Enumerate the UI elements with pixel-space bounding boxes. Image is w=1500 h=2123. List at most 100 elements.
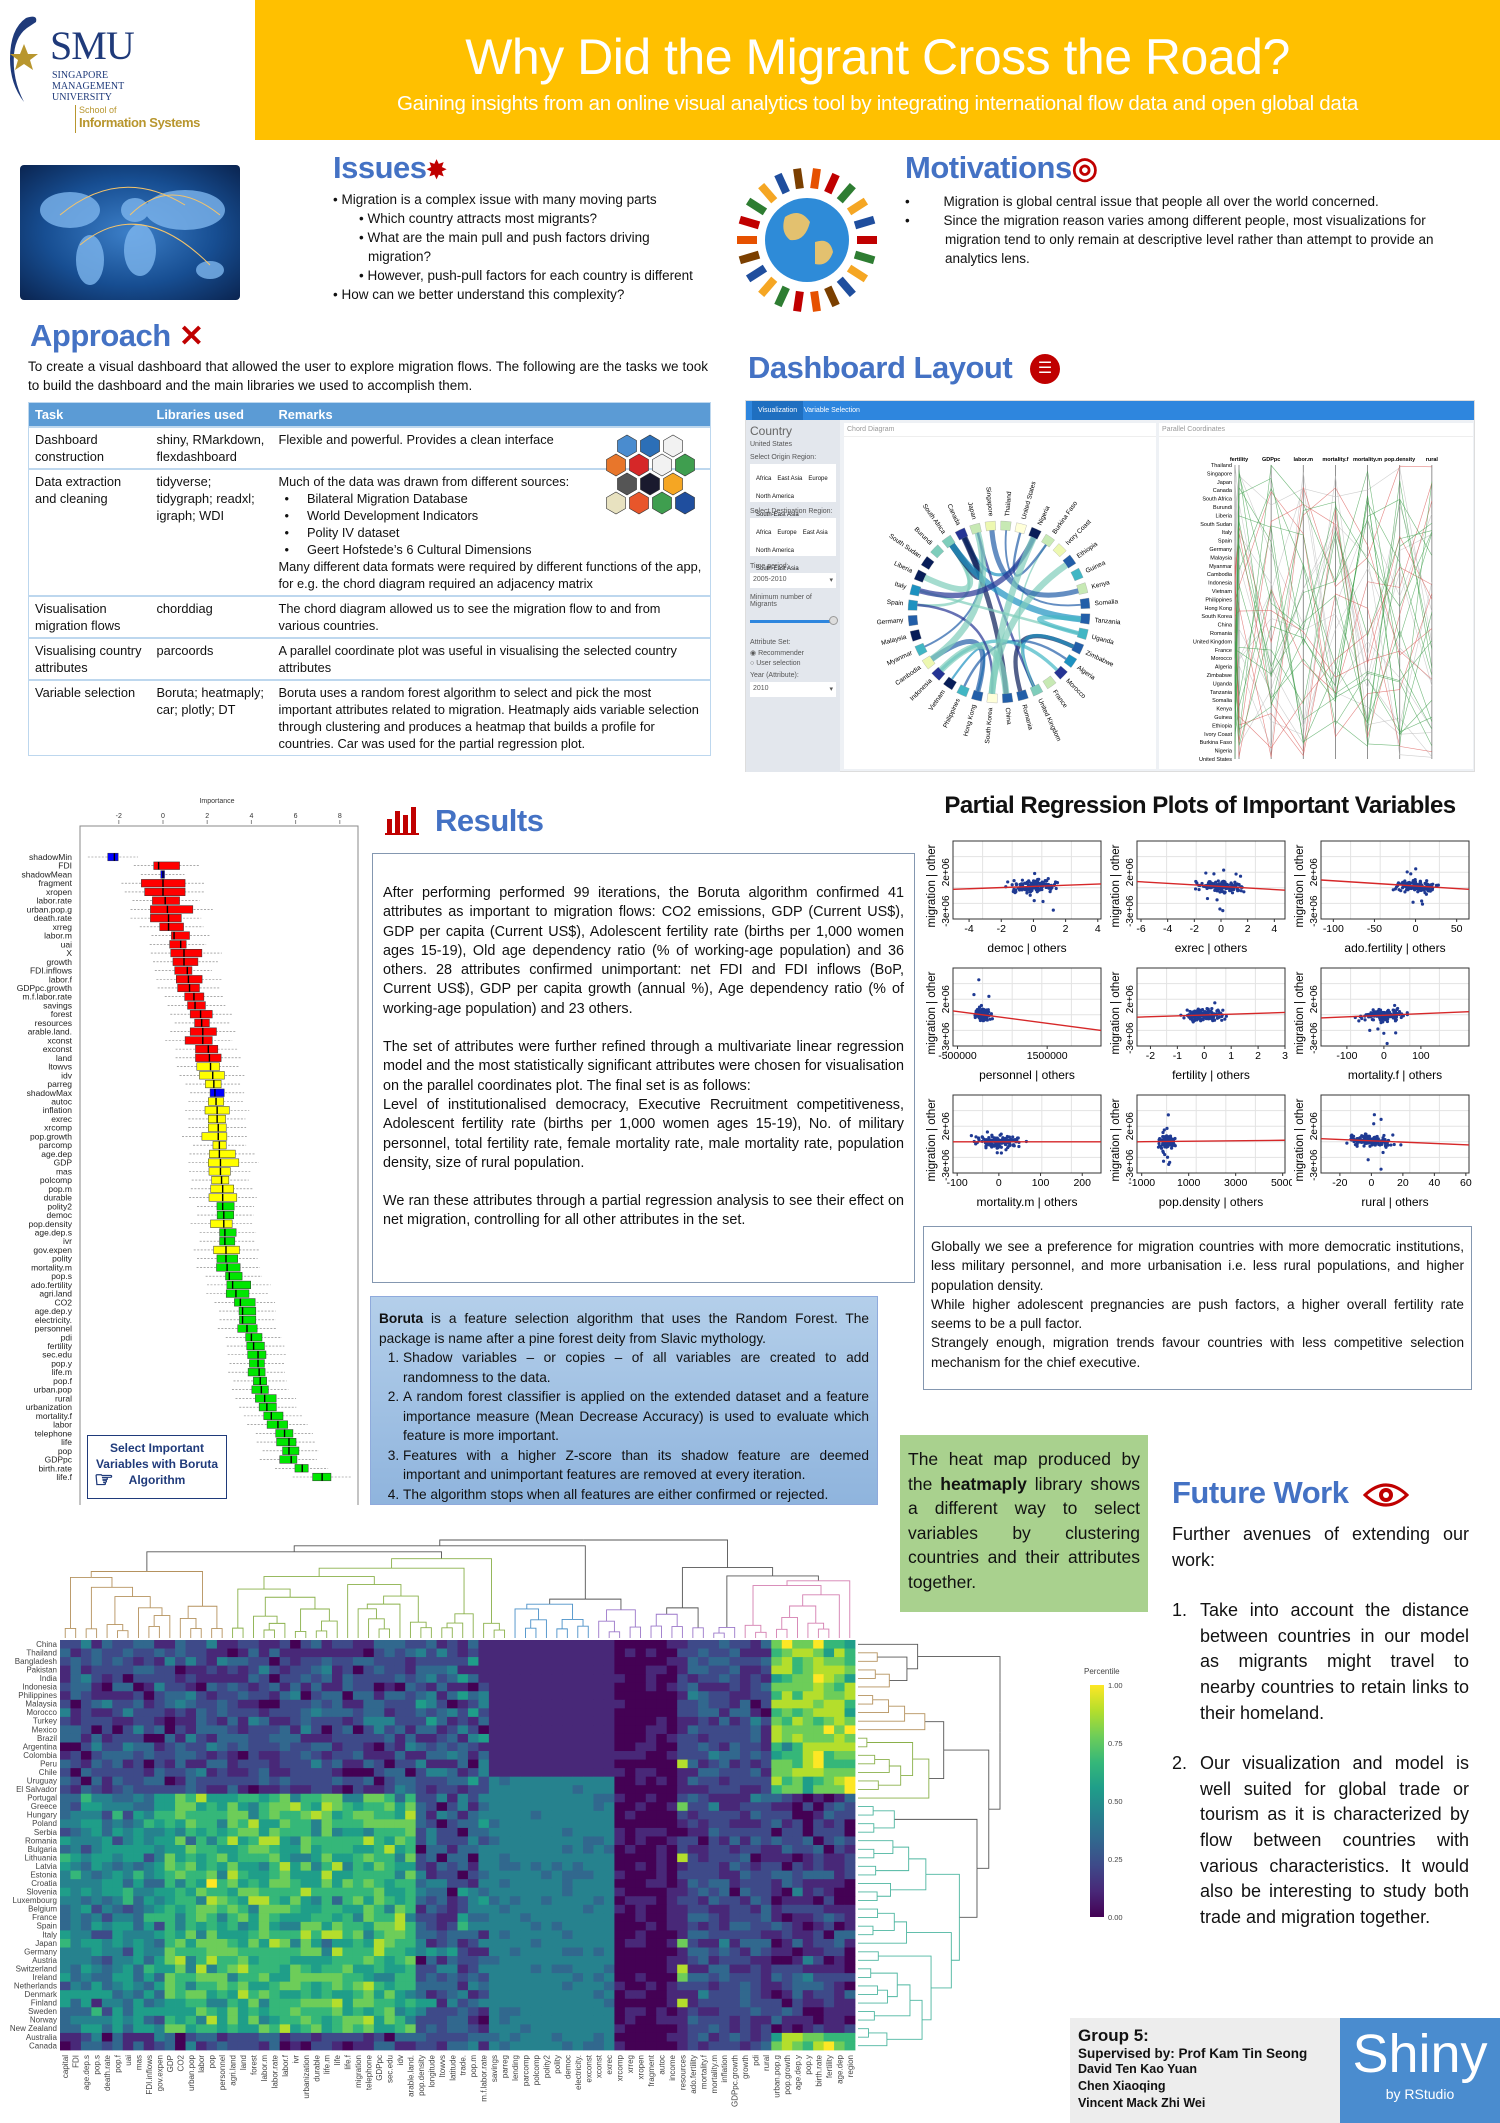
heatmap-cell[interactable]: [635, 1845, 647, 1854]
heatmap-cell[interactable]: [562, 1819, 573, 1829]
heatmap-cell[interactable]: [321, 1879, 333, 1889]
heatmap-cell[interactable]: [206, 1947, 218, 1957]
heatmap-cell[interactable]: [583, 1776, 594, 1786]
heatmap-cell[interactable]: [352, 1904, 364, 1914]
heatmap-cell[interactable]: [91, 1640, 103, 1649]
heatmap-cell[interactable]: [739, 1853, 751, 1863]
heatmap-cell[interactable]: [781, 1785, 793, 1795]
heatmap-cell[interactable]: [80, 1870, 92, 1880]
heatmap-cell[interactable]: [352, 1887, 364, 1897]
heatmap-cell[interactable]: [447, 1879, 458, 1889]
heatmap-cell[interactable]: [645, 1887, 657, 1897]
heatmap-cell[interactable]: [698, 1742, 709, 1752]
heatmap-cell[interactable]: [488, 1665, 500, 1675]
heatmap-cell[interactable]: [834, 1862, 845, 1872]
heatmap-cell[interactable]: [405, 1733, 417, 1743]
heatmap-cell[interactable]: [237, 1853, 249, 1863]
heatmap-cell[interactable]: [687, 1887, 699, 1897]
heatmap-cell[interactable]: [300, 1751, 312, 1760]
heatmap-cell[interactable]: [143, 1819, 155, 1829]
heatmap-cell[interactable]: [509, 1708, 521, 1718]
heatmap-cell[interactable]: [91, 1657, 103, 1667]
heatmap-cell[interactable]: [467, 1887, 479, 1897]
heatmap-cell[interactable]: [635, 1853, 647, 1863]
heatmap-cell[interactable]: [457, 1896, 469, 1906]
heatmap-cell[interactable]: [541, 1733, 553, 1743]
heatmap-cell[interactable]: [719, 1708, 730, 1718]
heatmap-cell[interactable]: [499, 1836, 511, 1846]
heatmap-cell[interactable]: [447, 1648, 458, 1658]
heatmap-cell[interactable]: [698, 1938, 709, 1948]
heatmap-cell[interactable]: [478, 1682, 490, 1692]
heatmap-cell[interactable]: [154, 1793, 166, 1803]
heatmap-cell[interactable]: [467, 1768, 479, 1778]
heatmap-cell[interactable]: [70, 1819, 82, 1829]
heatmap-cell[interactable]: [677, 1913, 689, 1923]
heatmap-cell[interactable]: [331, 1640, 343, 1649]
heatmap-cell[interactable]: [384, 1674, 396, 1684]
heatmap-cell[interactable]: [656, 1887, 668, 1897]
heatmap-cell[interactable]: [656, 1691, 668, 1701]
heatmap-cell[interactable]: [101, 1947, 113, 1957]
heatmap-cell[interactable]: [154, 1827, 166, 1837]
heatmap-cell[interactable]: [101, 1776, 113, 1786]
heatmap-cell[interactable]: [488, 1802, 500, 1812]
heatmap-cell[interactable]: [164, 1657, 176, 1667]
heatmap-cell[interactable]: [719, 1716, 730, 1726]
heatmap-cell[interactable]: [603, 1657, 615, 1667]
heatmap-cell[interactable]: [551, 1716, 563, 1726]
heatmap-cell[interactable]: [823, 1793, 835, 1803]
heatmap-cell[interactable]: [227, 1904, 239, 1914]
heatmap-cell[interactable]: [426, 1810, 437, 1820]
heatmap-cell[interactable]: [509, 1742, 521, 1752]
heatmap-cell[interactable]: [311, 1853, 322, 1863]
heatmap-cell[interactable]: [698, 1862, 709, 1872]
heatmap-cell[interactable]: [384, 1810, 396, 1820]
heatmap-cell[interactable]: [373, 1648, 385, 1658]
heatmap-cell[interactable]: [185, 1716, 197, 1726]
heatmap-cell[interactable]: [436, 1896, 448, 1906]
heatmap-cell[interactable]: [80, 1819, 92, 1829]
heatmap-cell[interactable]: [499, 1691, 511, 1701]
heatmap-cell[interactable]: [802, 1836, 814, 1846]
heatmap-cell[interactable]: [185, 1699, 197, 1709]
heatmap-cell[interactable]: [530, 1776, 542, 1786]
heatmap-cell[interactable]: [60, 1691, 71, 1701]
heatmap-cell[interactable]: [185, 1913, 197, 1923]
heatmap-cell[interactable]: [300, 1699, 312, 1709]
heatmap-cell[interactable]: [258, 1836, 270, 1846]
heatmap-cell[interactable]: [614, 1827, 626, 1837]
heatmap-cell[interactable]: [175, 1648, 186, 1658]
heatmap-cell[interactable]: [133, 1904, 145, 1914]
heatmap-cell[interactable]: [478, 1947, 490, 1957]
heatmap-cell[interactable]: [300, 1896, 312, 1906]
heatmap-cell[interactable]: [802, 1785, 814, 1795]
heatmap-cell[interactable]: [792, 1870, 804, 1880]
heatmap-cell[interactable]: [331, 1708, 343, 1718]
heatmap-cell[interactable]: [771, 1810, 783, 1820]
heatmap-cell[interactable]: [80, 1751, 92, 1760]
heatmap-cell[interactable]: [237, 1827, 249, 1837]
heatmap-cell[interactable]: [331, 1742, 343, 1752]
heatmap-cell[interactable]: [834, 1802, 845, 1812]
heatmap-cell[interactable]: [530, 1682, 542, 1692]
heatmap-cell[interactable]: [143, 1921, 155, 1931]
heatmap-cell[interactable]: [269, 1665, 281, 1675]
heatmap-cell[interactable]: [771, 1921, 783, 1931]
heatmap-cell[interactable]: [300, 1640, 312, 1649]
heatmap-cell[interactable]: [781, 1921, 793, 1931]
heatmap-cell[interactable]: [373, 1759, 385, 1769]
heatmap-cell[interactable]: [666, 1691, 678, 1701]
heatmap-cell[interactable]: [834, 1896, 845, 1906]
heatmap-cell[interactable]: [436, 1657, 448, 1667]
heatmap-cell[interactable]: [331, 1879, 343, 1889]
heatmap-cell[interactable]: [185, 1682, 197, 1692]
heatmap-cell[interactable]: [373, 1827, 385, 1837]
heatmap-cell[interactable]: [562, 1657, 573, 1667]
heatmap-cell[interactable]: [614, 1657, 626, 1667]
heatmap-cell[interactable]: [248, 1759, 260, 1769]
region-tag[interactable]: South-East Asia: [756, 566, 799, 572]
heatmap-cell[interactable]: [101, 1725, 113, 1735]
heatmap-cell[interactable]: [572, 1733, 584, 1743]
heatmap-cell[interactable]: [760, 1930, 772, 1940]
